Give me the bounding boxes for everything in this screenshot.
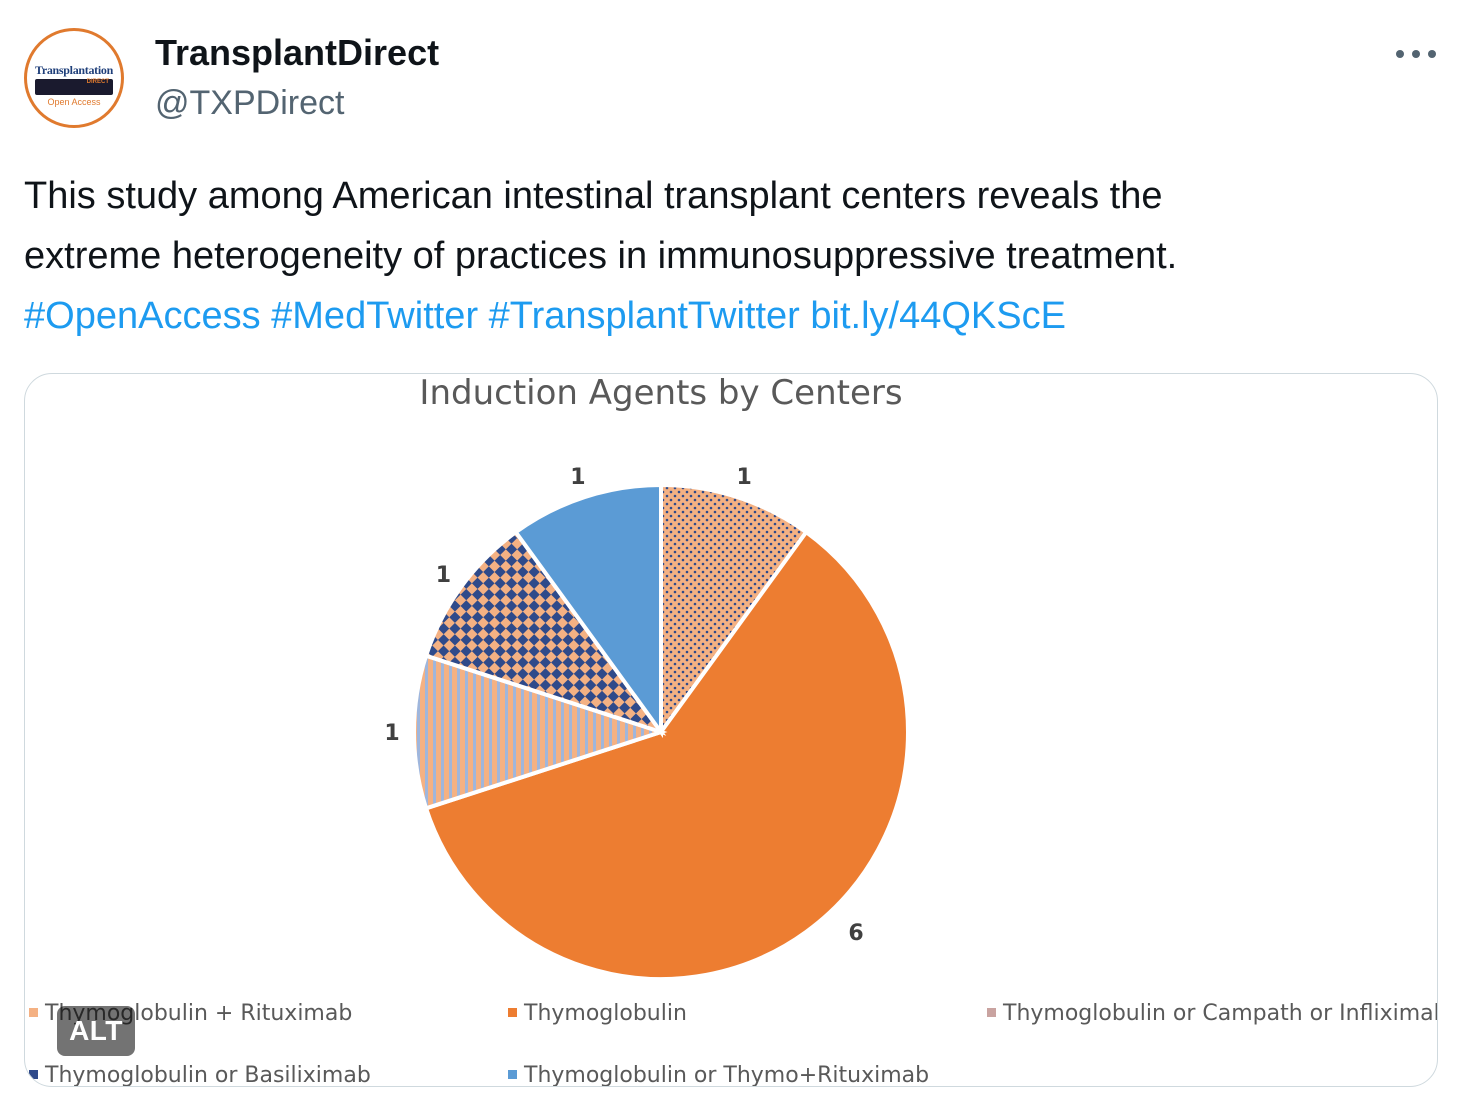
author-display-name[interactable]: TransplantDirect bbox=[155, 32, 440, 73]
tweet-text: This study among American intestinal tra… bbox=[24, 166, 1424, 346]
alt-badge[interactable]: ALT bbox=[57, 1006, 135, 1056]
more-dot bbox=[1396, 50, 1404, 58]
pie-slice bbox=[423, 529, 910, 981]
avatar-logo-bar bbox=[35, 79, 113, 95]
pie-slice bbox=[412, 653, 668, 811]
more-dot bbox=[1412, 50, 1420, 58]
data-label: 1 bbox=[570, 465, 585, 490]
url-link[interactable]: bit.ly/44QKScE bbox=[810, 295, 1066, 337]
data-label: 6 bbox=[848, 921, 863, 946]
tweet-links-line: #OpenAccess #MedTwitter #TransplantTwitt… bbox=[24, 286, 1424, 346]
data-label: 1 bbox=[436, 563, 451, 588]
pie-slice bbox=[659, 482, 809, 739]
more-dot bbox=[1428, 50, 1436, 58]
avatar-sub-text: DIRECT bbox=[86, 79, 109, 85]
legend-swatch bbox=[508, 1070, 517, 1079]
hashtag-link[interactable]: #OpenAccess bbox=[24, 295, 261, 337]
data-label: 1 bbox=[736, 465, 751, 490]
pie-slice bbox=[423, 529, 667, 736]
pie-slice bbox=[513, 482, 663, 739]
legend-swatch bbox=[987, 1008, 996, 1017]
legend-label: Thymoglobulin bbox=[523, 1001, 687, 1026]
legend-swatch bbox=[508, 1008, 517, 1017]
data-label: 1 bbox=[384, 721, 399, 746]
tweet-text-line: extreme heterogeneity of practices in im… bbox=[24, 235, 1178, 277]
more-horizontal-icon[interactable] bbox=[1396, 40, 1436, 68]
chart-title: Induction Agents by Centers bbox=[419, 374, 902, 413]
avatar-open-access-text: Open Access bbox=[47, 97, 101, 107]
legend-swatch bbox=[29, 1070, 38, 1079]
author-handle[interactable]: @TXPDirect bbox=[155, 84, 345, 122]
avatar-brand-text: Transplantation bbox=[35, 63, 113, 77]
legend-swatch bbox=[29, 1008, 38, 1017]
hashtag-link[interactable]: #MedTwitter bbox=[271, 295, 479, 337]
hashtag-link[interactable]: #TransplantTwitter bbox=[488, 295, 800, 337]
legend-label: Thymoglobulin or Thymo+Rituximab bbox=[523, 1063, 929, 1087]
tweet-text-line: This study among American intestinal tra… bbox=[24, 175, 1163, 217]
avatar[interactable]: Transplantation DIRECT Open Access bbox=[24, 28, 124, 128]
legend-label: Thymoglobulin or Basiliximab bbox=[44, 1063, 371, 1087]
legend-label: Thymoglobulin or Campath or Infliximab bbox=[1002, 1001, 1438, 1026]
